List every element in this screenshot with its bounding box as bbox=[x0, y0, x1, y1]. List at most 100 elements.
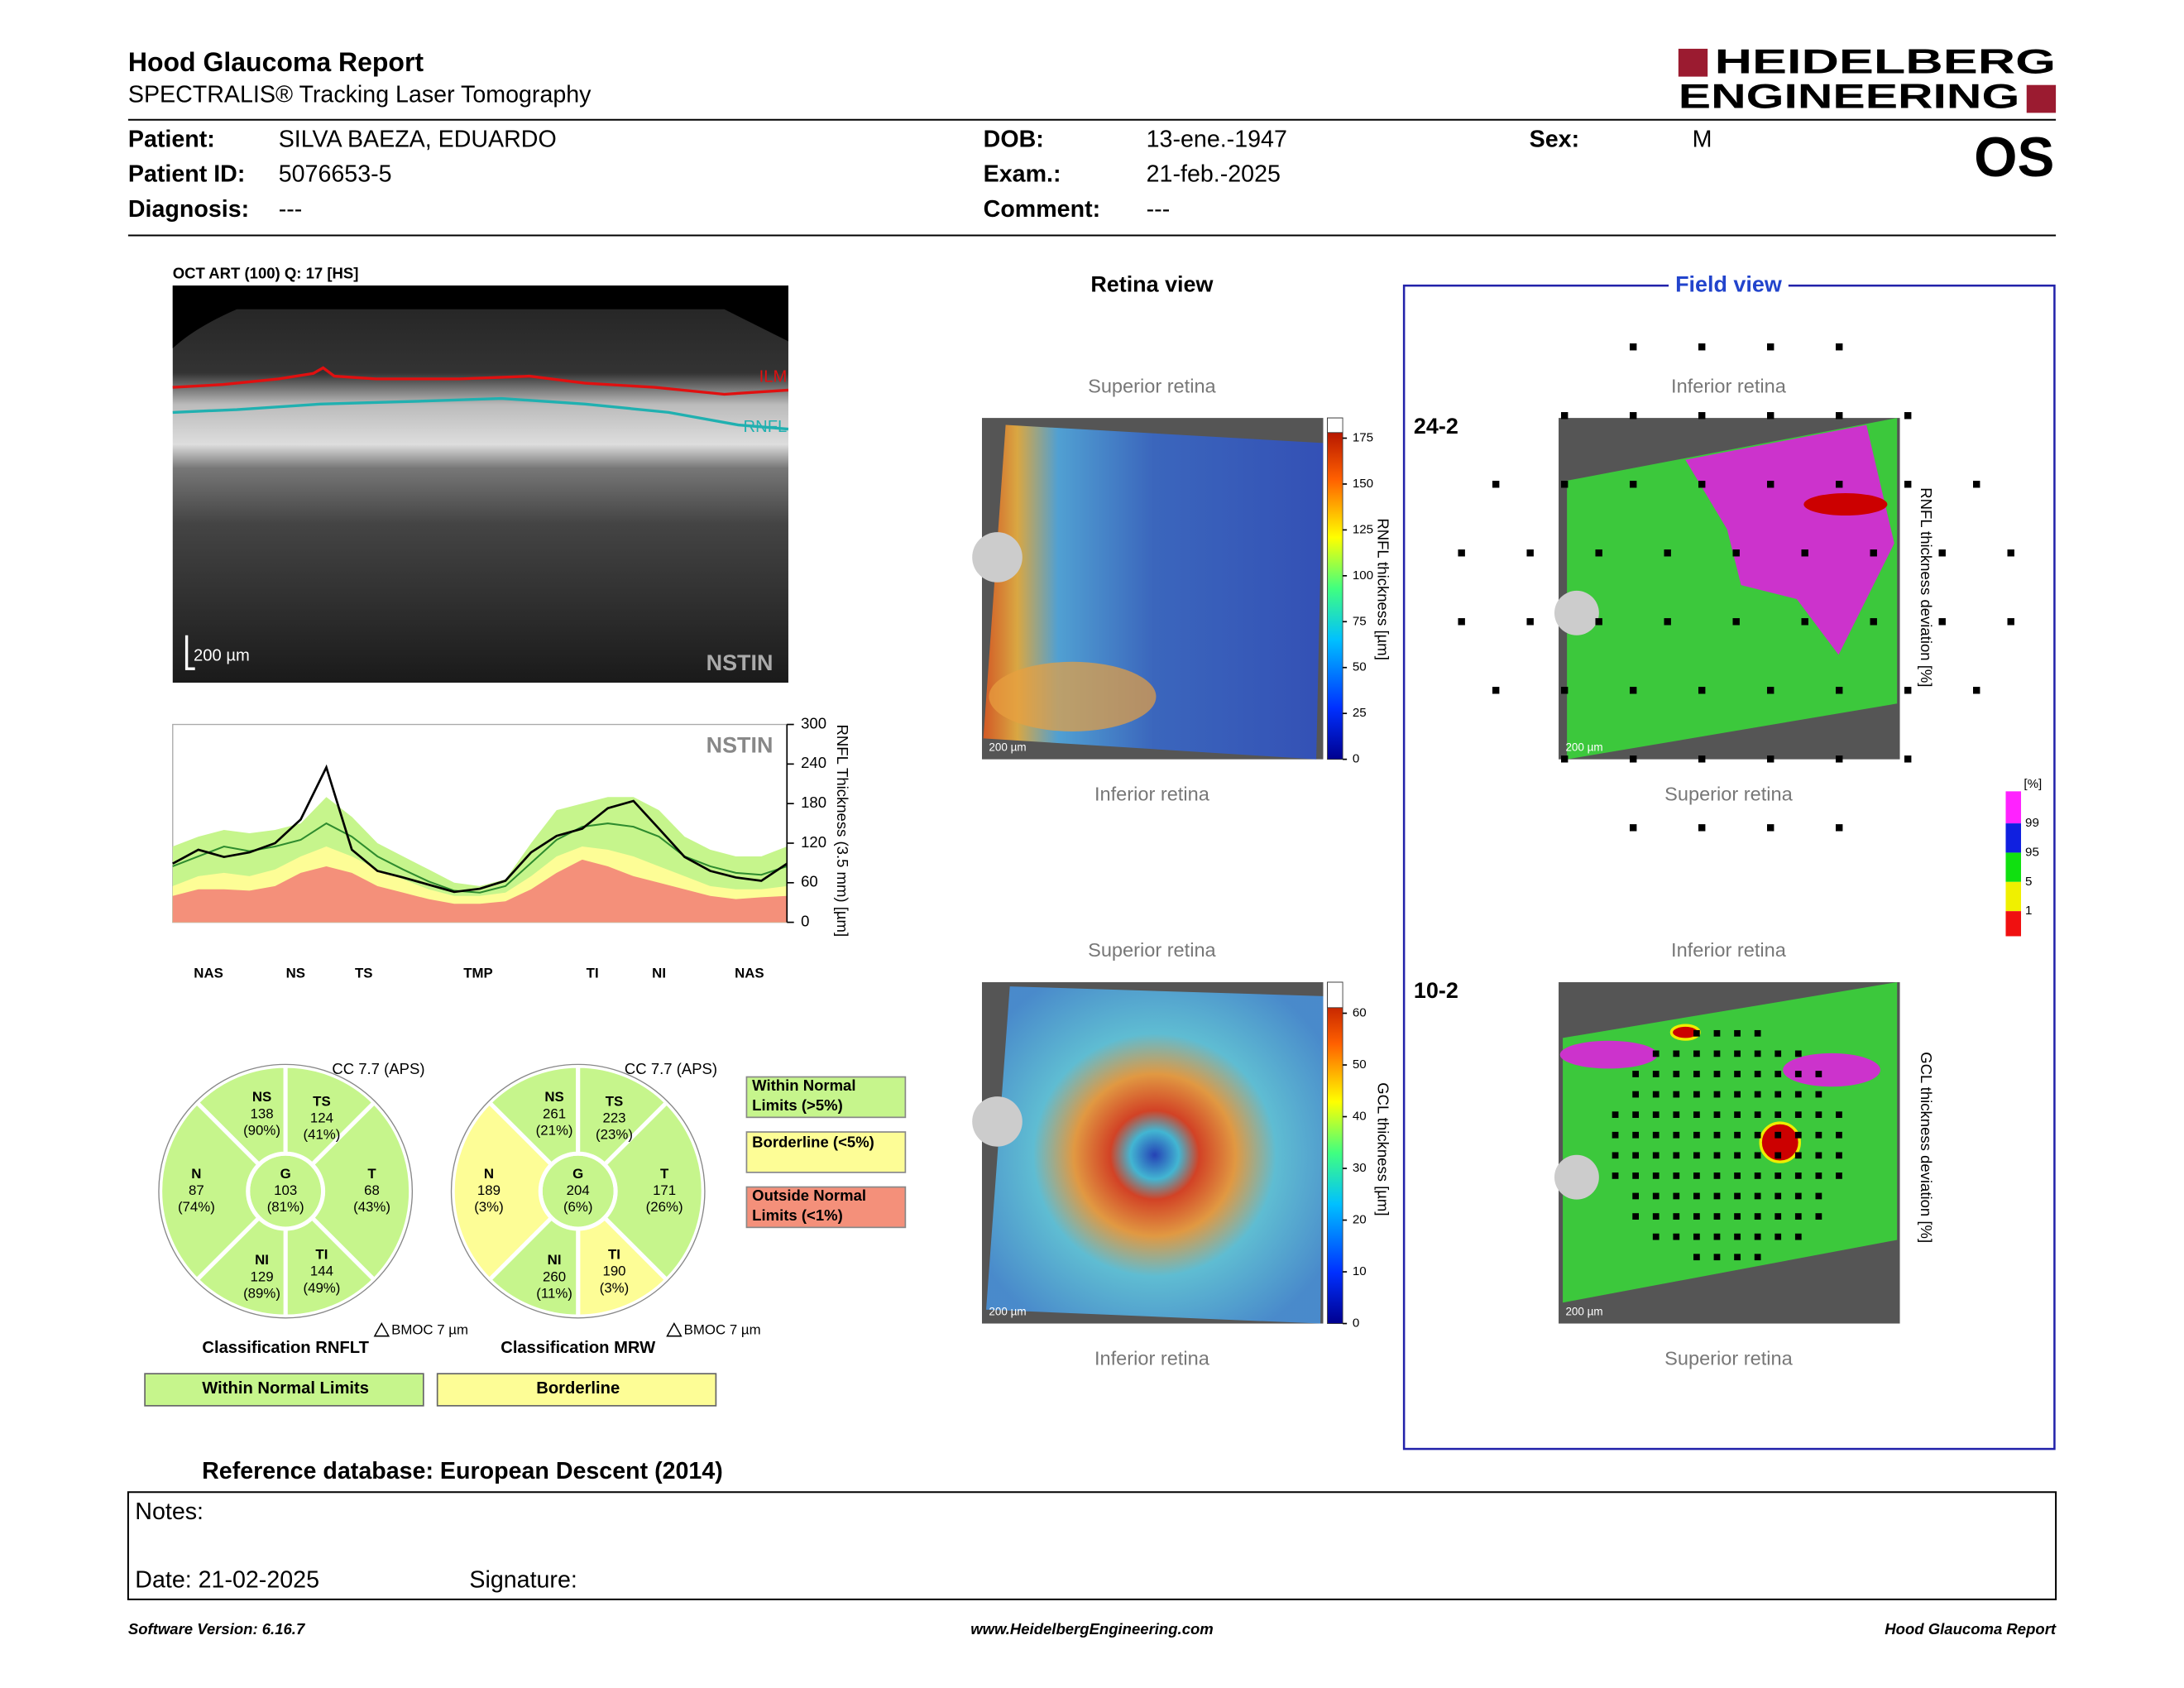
oct-title: OCT ART (100) Q: 17 [HS] bbox=[173, 265, 359, 282]
sector-value: 171 bbox=[653, 1182, 676, 1198]
test-point bbox=[1734, 1131, 1741, 1139]
field-value: 5076653-5 bbox=[279, 161, 392, 188]
sector-value: 103 bbox=[274, 1182, 297, 1198]
thickness-overlay bbox=[989, 661, 1157, 731]
test-point bbox=[1652, 1071, 1660, 1077]
test-point bbox=[1713, 1213, 1721, 1220]
test-point bbox=[1835, 343, 1843, 351]
date-label: Date: 21-02-2025 bbox=[135, 1567, 319, 1594]
test-point bbox=[1754, 1233, 1761, 1240]
test-point bbox=[1836, 1172, 1842, 1179]
test-point bbox=[1801, 618, 1808, 626]
test-point bbox=[1713, 1071, 1721, 1077]
retina-view-labels: Superior retina Inferior retina 200 µm 0 25 5… bbox=[989, 375, 1391, 1369]
test-point bbox=[1693, 1254, 1700, 1261]
sector-value: 124 bbox=[310, 1110, 333, 1125]
logo-mark bbox=[2026, 84, 2057, 113]
band-area bbox=[172, 859, 788, 923]
test-point bbox=[1713, 1131, 1721, 1139]
legend-tick-label: 5 bbox=[2025, 875, 2032, 889]
test-point bbox=[1673, 1091, 1680, 1098]
test-point bbox=[1673, 1213, 1680, 1220]
test-point bbox=[1458, 618, 1465, 626]
test-point bbox=[1652, 1172, 1660, 1179]
test-point bbox=[1734, 1050, 1741, 1057]
test-point bbox=[1632, 1131, 1640, 1139]
sector bbox=[283, 1215, 377, 1319]
orientation-label: Superior retina bbox=[1664, 784, 1793, 805]
colorbar-tick-label: 0 bbox=[1353, 752, 1359, 766]
test-point bbox=[1713, 1254, 1721, 1261]
test-point bbox=[1973, 481, 1980, 488]
test-point bbox=[1698, 755, 1706, 763]
colorbar-tick-label: 150 bbox=[1353, 477, 1373, 491]
field-label: Comment: bbox=[984, 196, 1100, 223]
test-point bbox=[1693, 1091, 1700, 1098]
sector bbox=[450, 1099, 555, 1283]
sector-value: 138 bbox=[250, 1105, 273, 1121]
test-point bbox=[1652, 1111, 1660, 1119]
report-title: Hood Glaucoma Report bbox=[128, 47, 424, 77]
sector-value: 189 bbox=[477, 1182, 500, 1198]
orientation-label: Superior retina bbox=[1664, 1348, 1793, 1369]
test-point bbox=[1713, 1050, 1721, 1057]
bmo-label: BMOC 7 µm bbox=[391, 1321, 468, 1337]
x-tick-label: NI bbox=[652, 965, 666, 981]
test-point bbox=[1815, 1213, 1822, 1220]
grid-name: 10-2 bbox=[1414, 978, 1458, 1003]
scale-bar bbox=[184, 635, 195, 670]
sector-name: G bbox=[572, 1166, 583, 1182]
test-point bbox=[2007, 618, 2014, 626]
field-label: Diagnosis: bbox=[128, 196, 249, 223]
sector-percent: (89%) bbox=[243, 1286, 280, 1302]
chart-annotation: NSTIN bbox=[706, 733, 774, 758]
test-point bbox=[1835, 755, 1843, 763]
test-point bbox=[1734, 1254, 1741, 1261]
test-point bbox=[1835, 481, 1843, 488]
test-point bbox=[1794, 1071, 1802, 1077]
test-point bbox=[1801, 549, 1808, 557]
section-title: Field view bbox=[1675, 271, 1782, 296]
sector-name: G bbox=[280, 1166, 291, 1182]
test-point bbox=[1794, 1050, 1802, 1057]
sector bbox=[486, 1215, 581, 1319]
colorbar-overflow bbox=[1327, 417, 1343, 434]
logo-text: HEIDELBERG bbox=[1715, 42, 2057, 81]
y-tick-label: 0 bbox=[801, 913, 809, 930]
test-point bbox=[1734, 1029, 1741, 1037]
ilm-line bbox=[172, 366, 789, 396]
field-value: 13-ene.-1947 bbox=[1147, 127, 1287, 153]
colorbar-tick-label: 125 bbox=[1353, 522, 1373, 536]
test-point bbox=[1794, 1111, 1802, 1119]
sector-percent: (81%) bbox=[267, 1199, 304, 1215]
test-point bbox=[1713, 1192, 1721, 1200]
test-point bbox=[1632, 1172, 1640, 1179]
class-label: Within Normal bbox=[752, 1077, 855, 1094]
sector-name: NI bbox=[255, 1252, 269, 1268]
colorbar-label: GCL thickness [µm] bbox=[1374, 1082, 1391, 1216]
colorbar-tick-label: 25 bbox=[1353, 706, 1367, 720]
test-point bbox=[1693, 1192, 1700, 1200]
colorbar bbox=[1327, 981, 1343, 1324]
test-point bbox=[1560, 481, 1569, 488]
test-point bbox=[1652, 1091, 1660, 1098]
test-point bbox=[1754, 1071, 1761, 1077]
optic-disc bbox=[972, 532, 1023, 583]
title-background bbox=[1669, 271, 1789, 300]
colorbar-tick-label: 75 bbox=[1353, 614, 1367, 628]
test-point bbox=[1815, 1131, 1822, 1139]
test-point bbox=[1595, 549, 1602, 557]
test-point bbox=[1693, 1131, 1700, 1139]
sector-percent: (49%) bbox=[303, 1280, 340, 1296]
test-point bbox=[1632, 1192, 1640, 1200]
test-point bbox=[1612, 1152, 1619, 1159]
test-point bbox=[1693, 1029, 1700, 1037]
test-point bbox=[1693, 1111, 1700, 1119]
sector-name: N bbox=[484, 1166, 494, 1182]
sector-percent: (41%) bbox=[303, 1127, 340, 1143]
notes-box bbox=[127, 1491, 2057, 1600]
sector-percent: (90%) bbox=[243, 1123, 280, 1139]
test-point bbox=[1774, 1172, 1782, 1179]
test-point bbox=[1774, 1192, 1782, 1200]
